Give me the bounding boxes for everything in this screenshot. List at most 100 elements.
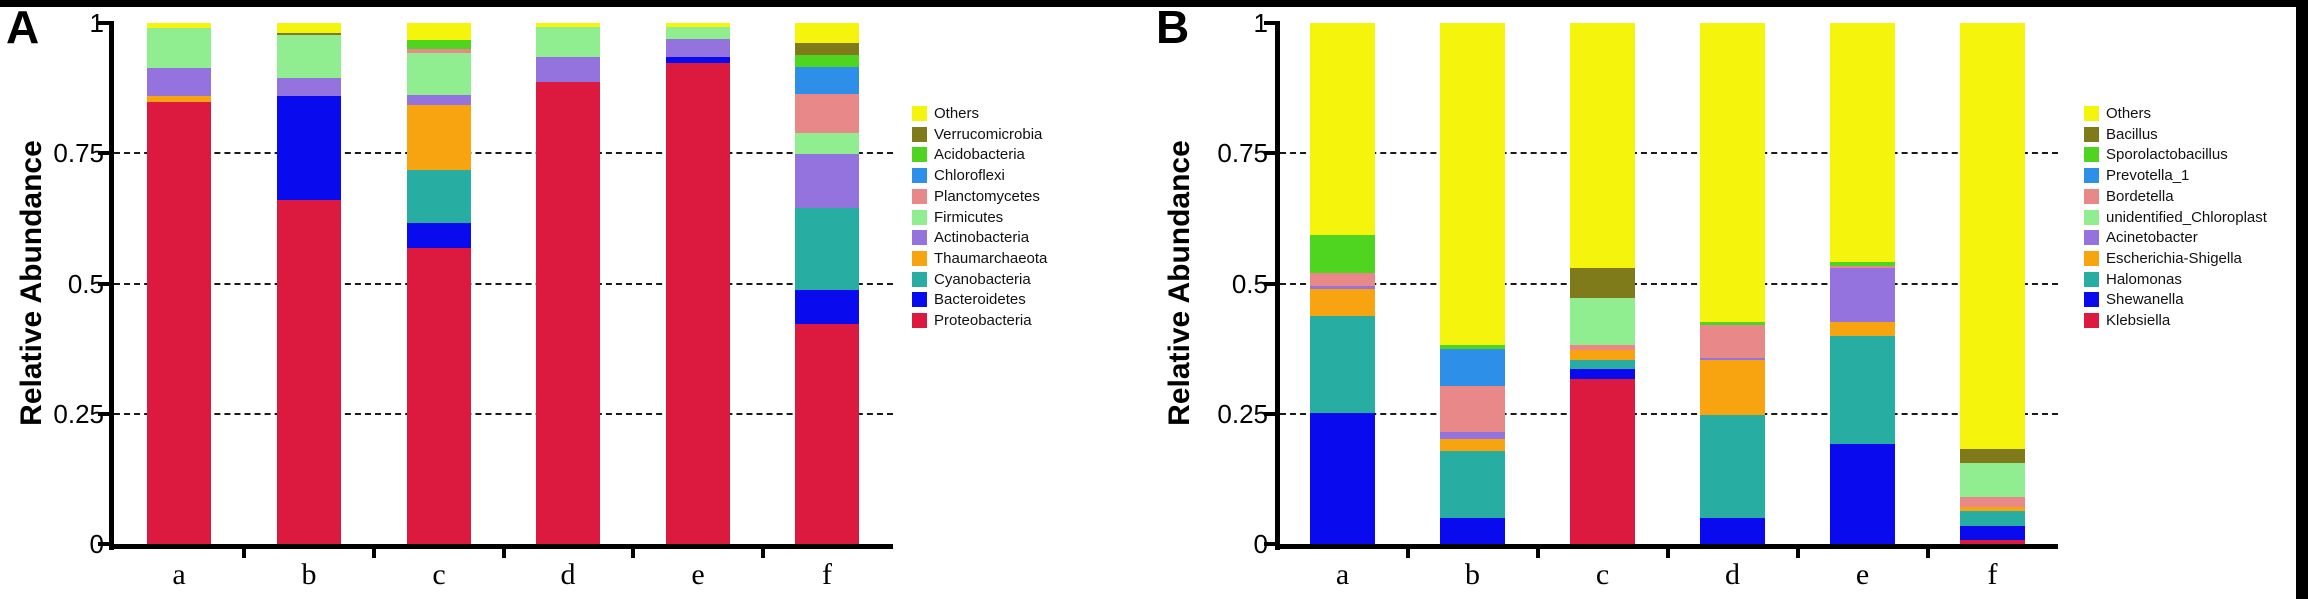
panel-b-bar-f-segment-halomonas bbox=[1960, 511, 2025, 527]
panel-b-legend-item-prevotella-1: Prevotella_1 bbox=[2084, 165, 2189, 186]
panel-a-bar-d-segment-others bbox=[536, 23, 600, 28]
panel-b-bar-b bbox=[1440, 23, 1505, 544]
panel-a-x-axis-line bbox=[109, 544, 893, 549]
panel-b-legend-label-klebsiella: Klebsiella bbox=[2106, 312, 2171, 329]
panel-b-bar-a bbox=[1310, 23, 1375, 544]
panel-b-legend-label-bordetella: Bordetella bbox=[2106, 187, 2174, 205]
panel-a-y-axis-line bbox=[109, 21, 114, 550]
panel-b-gridline-0.25 bbox=[1280, 412, 2058, 415]
panel-a-bar-e-segment-firmicutes bbox=[666, 27, 730, 40]
panel-a-gridline-0.75 bbox=[114, 152, 893, 155]
panel-b-bar-c-segment-klebsiella bbox=[1570, 379, 1635, 544]
panel-b-bar-f-segment-others bbox=[1960, 23, 2025, 449]
panel-a-legend-swatch-acidobacteria bbox=[912, 147, 927, 163]
panel-b-bar-a-segment-acinetobacter bbox=[1310, 286, 1375, 290]
panel-a-bar-e-segment-others bbox=[666, 23, 730, 28]
panel-b-x-axis-line bbox=[1275, 544, 2058, 549]
panel-a-legend-item-planctomycetes: Planctomycetes bbox=[912, 186, 1040, 207]
panel-a-legend-item-verrucomicrobia: Verrucomicrobia bbox=[912, 124, 1042, 145]
panel-b-legend-swatch-bacillus bbox=[2084, 126, 2099, 142]
panel-a-legend-item-acidobacteria: Acidobacteria bbox=[912, 144, 1025, 165]
panel-b-bar-c-segment-unidentified-chloroplast bbox=[1570, 297, 1635, 345]
panel-a-bar-b-segment-others bbox=[277, 23, 341, 33]
panel-a-x-tick-2 bbox=[501, 549, 506, 558]
panel-b-bar-c-segment-escherichia-shigella bbox=[1570, 349, 1635, 360]
panel-a-bar-c-segment-others bbox=[407, 23, 471, 41]
panel-a-bar-c-segment-planctomycetes bbox=[407, 49, 471, 54]
panel-a-legend-swatch-bacteroidetes bbox=[912, 292, 927, 308]
panel-a-bar-b-segment-proteobacteria bbox=[277, 200, 341, 544]
panel-b-x-tick-0 bbox=[1405, 549, 1410, 558]
panel-b-y-tick-label-0.25: 0.25 bbox=[1217, 398, 1268, 429]
panel-b-bar-f-segment-bacillus bbox=[1960, 448, 2025, 463]
panel-a-bar-c-segment-bacteroidetes bbox=[407, 222, 471, 248]
panel-b-legend-item-klebsiella: Klebsiella bbox=[2084, 310, 2170, 331]
panel-b-bar-a-segment-others bbox=[1310, 23, 1375, 235]
panel-a-x-tick-label-b: b bbox=[301, 558, 317, 591]
panel-a-x-tick-label-a: a bbox=[172, 558, 186, 591]
panel-a-x-tick-label-c: c bbox=[432, 558, 446, 591]
panel-a-legend-label-chloroflexi: Chloroflexi bbox=[934, 167, 1005, 185]
panel-a-legend-swatch-actinobacteria bbox=[912, 230, 927, 246]
panel-a-bar-b-segment-bacteroidetes bbox=[277, 95, 341, 201]
panel-b-y-tick-label-0.5: 0.5 bbox=[1231, 268, 1268, 299]
panel-b-y-tick-label-0: 0 bbox=[1253, 529, 1268, 559]
panel-a-legend-swatch-planctomycetes bbox=[912, 188, 927, 204]
panel-a-legend-label-cyanobacteria: Cyanobacteria bbox=[934, 270, 1031, 288]
panel-a-y-tick-label-0.75: 0.75 bbox=[53, 138, 104, 169]
panel-a-legend-item-chloroflexi: Chloroflexi bbox=[912, 165, 1005, 186]
panel-a-bar-f-segment-bacteroidetes bbox=[795, 290, 859, 324]
panel-a-bar-c-segment-proteobacteria bbox=[407, 247, 471, 544]
panel-a-bar-d-segment-actinobacteria bbox=[536, 56, 600, 82]
panel-a-legend-swatch-cyanobacteria bbox=[912, 271, 927, 287]
panel-b-bar-a-segment-sporolactobacillus bbox=[1310, 234, 1375, 273]
panel-b-bar-b-segment-acinetobacter bbox=[1440, 432, 1505, 439]
panel-a-legend-label-acidobacteria: Acidobacteria bbox=[934, 146, 1025, 164]
panel-b-legend-swatch-bordetella bbox=[2084, 188, 2099, 204]
panel-a-bar-e bbox=[666, 23, 730, 544]
panel-b-bar-d-segment-sporolactobacillus bbox=[1700, 321, 1765, 326]
panel-a-legend-label-planctomycetes: Planctomycetes bbox=[934, 187, 1040, 205]
panel-a-legend-item-thaumarchaeota: Thaumarchaeota bbox=[912, 248, 1047, 269]
panel-b-bar-c-segment-bordetella bbox=[1570, 344, 1635, 350]
panel-b-x-tick-label-b: b bbox=[1465, 558, 1480, 591]
panel-b-bar-d-segment-halomonas bbox=[1700, 414, 1765, 519]
panel-a-bar-f-segment-acidobacteria bbox=[795, 55, 859, 68]
panel-a-bar-f bbox=[795, 23, 859, 544]
panel-a-bar-a-segment-others bbox=[147, 23, 211, 29]
panel-b-bar-b-segment-bordetella bbox=[1440, 386, 1505, 432]
panel-a-bar-d-segment-firmicutes bbox=[536, 27, 600, 57]
panel-b-bar-b-segment-prevotella-1 bbox=[1440, 348, 1505, 387]
panel-a-bar-d-segment-proteobacteria bbox=[536, 81, 600, 544]
panel-a-legend-swatch-others bbox=[912, 106, 927, 121]
panel-b-y-tick-0.5 bbox=[1264, 281, 1275, 286]
panel-a-legend-label-bacteroidetes: Bacteroidetes bbox=[934, 291, 1026, 309]
panel-b-y-tick-1 bbox=[1264, 21, 1275, 25]
panel-b-y-tick-0 bbox=[1264, 542, 1275, 546]
panel-b-bar-b-segment-others bbox=[1440, 23, 1505, 346]
panel-b-legend-swatch-acinetobacter bbox=[2084, 230, 2099, 246]
panel-b-bar-e-segment-others bbox=[1830, 23, 1895, 263]
panel-b-legend-label-acinetobacter: Acinetobacter bbox=[2106, 229, 2198, 247]
panel-b-legend-swatch-sporolactobacillus bbox=[2084, 147, 2099, 163]
panel-a-bar-d bbox=[536, 23, 600, 544]
panel-b-legend-label-prevotella-1: Prevotella_1 bbox=[2106, 167, 2190, 185]
panel-a-legend-swatch-thaumarchaeota bbox=[912, 250, 927, 266]
panel-b-legend-label-halomonas: Halomonas bbox=[2106, 270, 2182, 288]
panel-b-x-tick-label-e: e bbox=[1855, 558, 1870, 591]
panel-a-gridline-0.25 bbox=[114, 412, 893, 415]
panel-b-bar-f-segment-bordetella bbox=[1960, 496, 2025, 507]
panel-b-x-tick-1 bbox=[1535, 549, 1540, 558]
panel-b-bar-f-segment-unidentified-chloroplast bbox=[1960, 462, 2025, 497]
panel-a-legend-swatch-proteobacteria bbox=[912, 313, 927, 328]
panel-a-letter: A bbox=[6, 1, 40, 53]
panel-b-y-tick-label-1: 1 bbox=[1253, 8, 1268, 38]
panel-b-bar-d-segment-shewanella bbox=[1700, 518, 1765, 544]
panel-b-bar-f-segment-shewanella bbox=[1960, 526, 2025, 540]
panel-a-bar-f-segment-actinobacteria bbox=[795, 154, 859, 209]
panel-b-bar-f bbox=[1960, 23, 2025, 544]
panel-b-bar-e-segment-bordetella bbox=[1830, 265, 1895, 269]
panel-b-legend-swatch-escherichia-shigella bbox=[2084, 250, 2099, 266]
panel-a-legend-item-bacteroidetes: Bacteroidetes bbox=[912, 289, 1026, 310]
panel-b-legend-item-halomonas: Halomonas bbox=[2084, 269, 2182, 290]
